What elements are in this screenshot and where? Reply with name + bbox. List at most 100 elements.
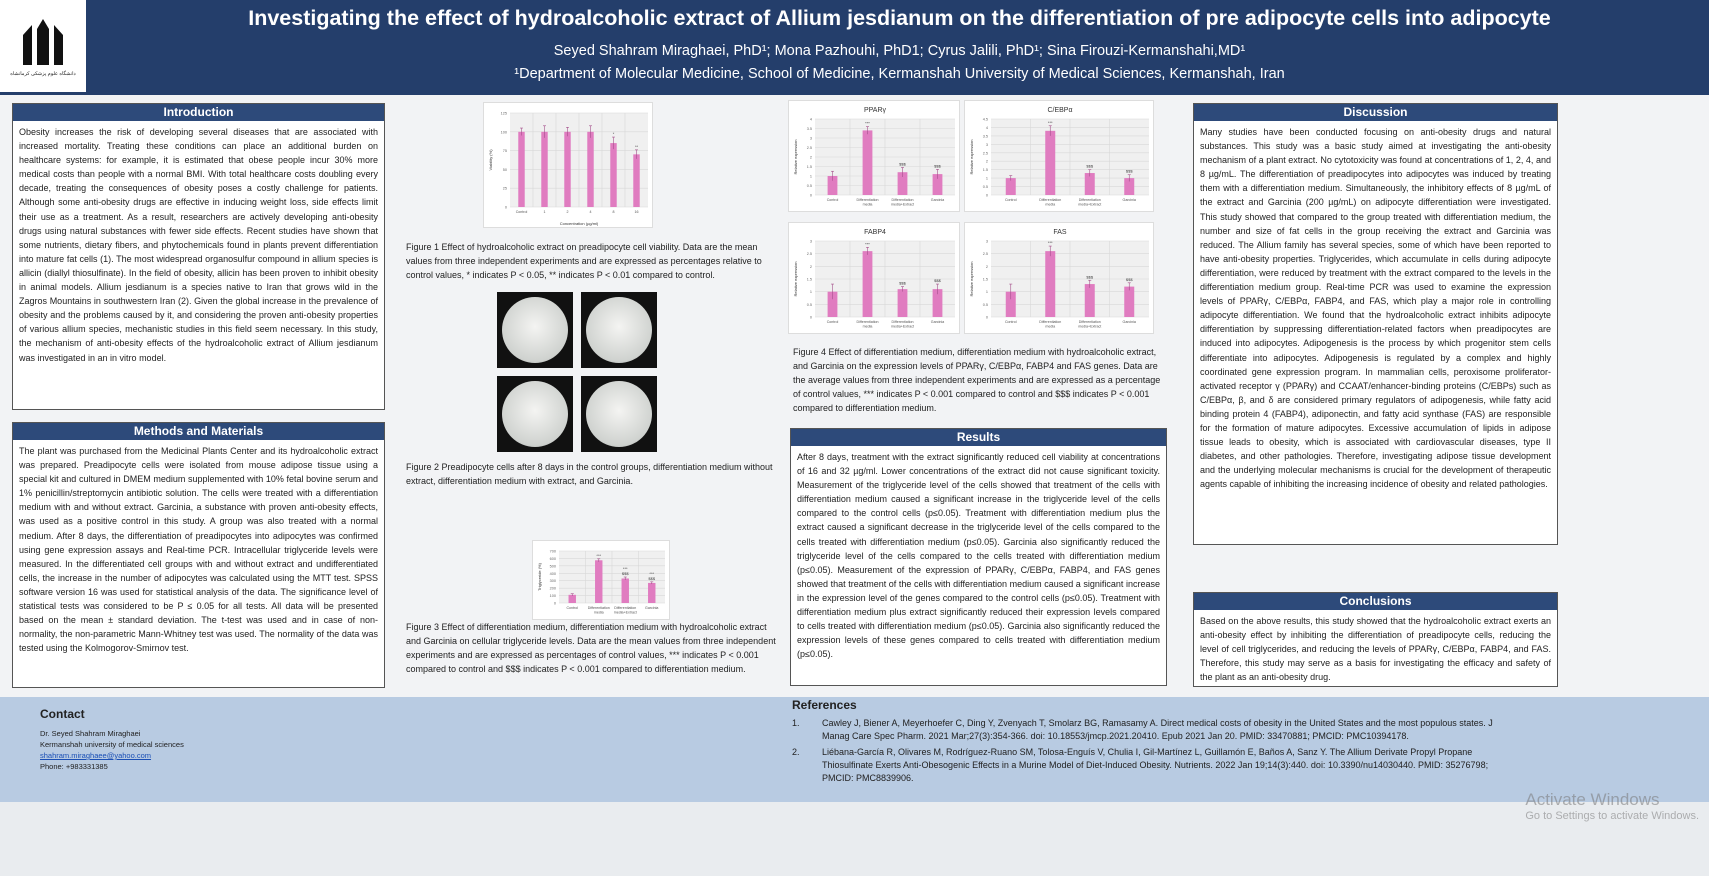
contact-affiliation: Kermanshah university of medical science… — [40, 740, 184, 749]
x-tick-label: Garcinia — [1123, 320, 1136, 324]
windows-activation-watermark: Activate Windows Go to Settings to activ… — [1525, 790, 1699, 822]
section-body: After 8 days, treatment with the extract… — [797, 452, 1160, 660]
y-tick-label: 0 — [810, 194, 812, 198]
y-tick-label: 25 — [503, 187, 507, 191]
bar-2 — [1084, 173, 1095, 195]
x-tick-label: Differentiation — [1039, 320, 1061, 324]
y-tick-label: 3 — [986, 240, 988, 244]
y-tick-label: 1.5 — [983, 168, 988, 172]
chart-title: FAS — [1053, 229, 1067, 236]
section-body: Based on the above results, this study s… — [1200, 616, 1551, 683]
x-tick-label: media — [863, 325, 873, 329]
bar-2 — [564, 131, 571, 207]
bar-2 — [1084, 284, 1095, 317]
y-tick-label: 0 — [554, 602, 556, 606]
results-section: Results After 8 days, treatment with the… — [790, 428, 1167, 686]
bottom-band — [0, 802, 1709, 876]
section-heading: Discussion — [1194, 104, 1557, 121]
y-axis-label: Relative expression — [793, 262, 798, 297]
significance-label: $$$ — [622, 571, 629, 576]
figure3-triglyceride-chart: 0 100 200 300 400 500 600 700 Triglyceride (%) Co… — [532, 540, 670, 620]
significance-label: $$$ — [648, 576, 655, 581]
y-tick-label: 4.5 — [983, 118, 988, 122]
micrograph-garcinia — [581, 376, 657, 452]
bar-1 — [541, 131, 548, 207]
x-tick-label: media+Extract — [891, 325, 914, 329]
x-tick-label: Garcinia — [931, 198, 944, 202]
y-tick-label: 3.5 — [807, 127, 812, 131]
references-list: 1. Cawley J, Biener A, Meyerhoefer C, Din… — [792, 717, 1512, 785]
bar-1 — [862, 251, 873, 317]
figure2-caption: Figure 2 Preadipocyte cells after 8 days… — [406, 462, 773, 486]
y-tick-label: 0 — [810, 316, 812, 320]
x-tick-label: Control — [1005, 320, 1017, 324]
x-tick-label: Differentiation — [1039, 198, 1061, 202]
x-tick-label: Differentiation — [856, 320, 878, 324]
x-tick-label: media — [1045, 203, 1055, 207]
bar-2 — [897, 172, 908, 195]
y-axis-label: Relative expression — [793, 140, 798, 175]
y-axis-label: Viability (%) — [488, 149, 493, 171]
poster-header: دانشگاه علوم پزشکی کرمانشاه Investigatin… — [0, 0, 1709, 95]
section-body: The plant was purchased from the Medicin… — [19, 446, 378, 654]
y-tick-label: 1.5 — [807, 278, 812, 282]
figure4-cebp-chart: C/EBPα 0 0.5 1 1.5 2 2.5 3 3.5 4 4.5 Relative expre… — [964, 100, 1154, 212]
bar-0 — [827, 291, 838, 317]
y-tick-label: 0.5 — [983, 303, 988, 307]
significance-label: ** — [635, 144, 639, 149]
bar-0 — [568, 594, 576, 603]
y-axis-label: Relative expression — [969, 262, 974, 297]
contact-email-link[interactable]: shahram.miraghaee@yahoo.com — [40, 751, 152, 760]
y-tick-label: 50 — [503, 168, 507, 172]
footer-band: Contact Dr. Seyed Shahram Miraghaei Kerm… — [0, 697, 1709, 802]
section-body: Obesity increases the risk of developing… — [19, 127, 378, 363]
bar-3 — [932, 174, 943, 195]
watermark-subtitle: Go to Settings to activate Windows. — [1525, 810, 1699, 822]
y-tick-label: 100 — [501, 130, 507, 134]
figure1-viability-chart: 0 25 50 75 100 125 Viability (%) Concentration … — [483, 102, 653, 228]
bar-0 — [1005, 291, 1016, 317]
y-tick-label: 75 — [503, 149, 507, 153]
y-tick-label: 600 — [550, 557, 556, 561]
significance-label: $$$ — [934, 278, 941, 283]
y-tick-label: 2 — [986, 160, 988, 164]
x-tick-label: media — [594, 611, 604, 615]
y-tick-label: 125 — [501, 112, 507, 116]
figure4-fas-chart: FAS 0 0.5 1 1.5 2 2.5 3 Relative expression Contr… — [964, 222, 1154, 334]
reference-text: Cawley J, Biener A, Meyerhoefer C, Ding … — [822, 718, 1493, 741]
figure4-caption: Figure 4 Effect of differentiation mediu… — [793, 347, 1161, 413]
reference-number: 2. — [792, 747, 800, 757]
x-tick-label: 8 — [613, 210, 615, 214]
poster-title: Investigating the effect of hydroalcohol… — [248, 6, 1551, 30]
y-tick-label: 200 — [550, 587, 556, 591]
contact-name: Dr. Seyed Shahram Miraghaei — [40, 729, 141, 738]
reference-number: 1. — [792, 718, 800, 728]
significance-label: *** — [649, 571, 654, 576]
bar-0 — [1005, 178, 1016, 195]
y-tick-label: 100 — [550, 594, 556, 598]
y-tick-label: 0 — [505, 206, 507, 210]
bar-3 — [932, 289, 943, 317]
significance-label: * — [613, 131, 615, 136]
logo-text: دانشگاه علوم پزشکی کرمانشاه — [10, 71, 76, 77]
x-tick-label: Control — [566, 606, 578, 610]
x-tick-label: Differentiation — [1079, 320, 1101, 324]
y-tick-label: 1 — [810, 175, 812, 179]
significance-label: $$$ — [934, 163, 941, 168]
x-tick-label: Control — [516, 210, 528, 214]
reference-item: 2. Liébana-García R, Olivares M, Rodrígue… — [792, 746, 1512, 785]
reference-text: Liébana-García R, Olivares M, Rodríguez-… — [822, 747, 1489, 783]
x-tick-label: Control — [827, 198, 839, 202]
figure2-micrographs — [497, 292, 657, 452]
chart-title: FABP4 — [864, 229, 886, 236]
bar-0 — [827, 176, 838, 195]
methods-section: Methods and Materials The plant was purc… — [12, 422, 385, 688]
introduction-section: Introduction Obesity increases the risk … — [12, 103, 385, 410]
figure1-caption: Figure 1 Effect of hydroalcoholic extrac… — [406, 242, 762, 280]
figure4-ppar-chart: PPARγ 0 0.5 1 1.5 2 2.5 3 3.5 4 Relative expressio… — [788, 100, 960, 212]
significance-label: *** — [865, 121, 870, 126]
y-tick-label: 400 — [550, 572, 556, 576]
y-tick-label: 300 — [550, 579, 556, 583]
x-tick-label: 2 — [567, 210, 569, 214]
chart-title: C/EBPα — [1047, 107, 1072, 114]
